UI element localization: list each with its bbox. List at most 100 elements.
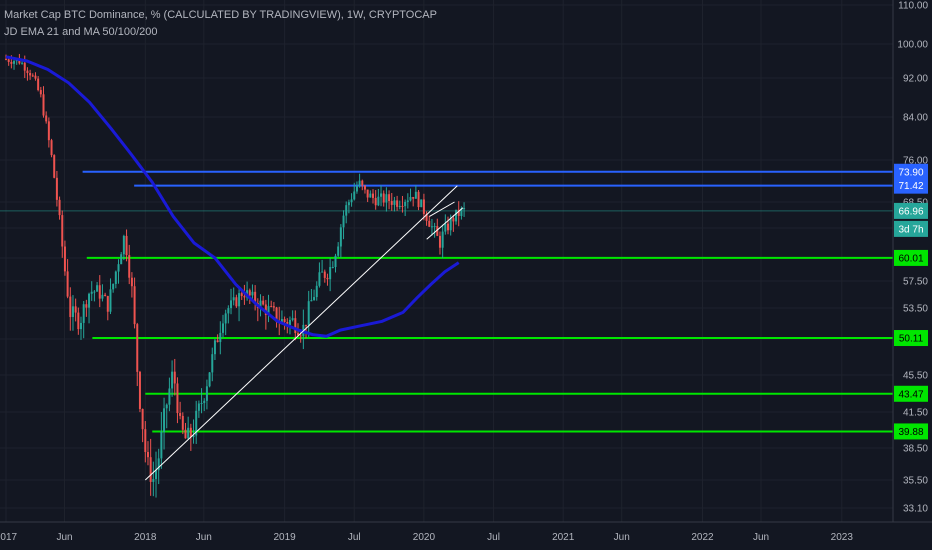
candle-body <box>275 307 278 323</box>
candle-body <box>329 267 332 280</box>
candle-body <box>251 291 254 296</box>
candle-body <box>53 155 56 178</box>
candle-body <box>149 457 152 482</box>
level-badge <box>894 385 928 402</box>
candle-body <box>13 61 16 64</box>
level-badge-text: 73.90 <box>898 167 923 178</box>
candle-body <box>374 197 377 206</box>
x-tick-label: Jun <box>753 532 769 543</box>
candle-body <box>339 227 342 247</box>
chart-title: Market Cap BTC Dominance, % (CALCULATED … <box>4 9 437 21</box>
x-tick-label: Jun <box>56 532 72 543</box>
y-tick-label: 38.50 <box>903 444 928 455</box>
x-tick-label: Jun <box>614 532 630 543</box>
candle-body <box>179 413 182 416</box>
candle-body <box>181 415 184 430</box>
candle-body <box>55 177 58 200</box>
candle-body <box>66 271 69 297</box>
level-badge-text: 71.42 <box>898 181 923 192</box>
candle-body <box>203 400 206 404</box>
wedge-line[interactable] <box>426 207 464 240</box>
x-tick-label: 2017 <box>0 532 18 543</box>
candle-body <box>455 209 458 222</box>
candle-body <box>315 285 318 298</box>
candle-body <box>120 254 123 265</box>
y-tick-label: 41.50 <box>903 408 928 419</box>
candle-body <box>366 189 369 198</box>
x-tick-label: 2023 <box>831 532 854 543</box>
candle-body <box>216 340 219 343</box>
candle-body <box>69 296 72 318</box>
candle-body <box>192 435 195 438</box>
candle-body <box>457 209 460 216</box>
y-tick-label: 84.00 <box>903 113 928 124</box>
candle-body <box>452 218 455 222</box>
candle-body <box>288 319 291 326</box>
moving-average-line[interactable] <box>5 55 460 338</box>
candle-body <box>160 431 163 459</box>
candle-body <box>96 285 99 292</box>
candle-body <box>106 296 109 312</box>
time-axis[interactable]: 2017 Jun 2018 Jun 2019 Jul 2020 Jul 2021 Jun 2022 J… <box>0 532 853 543</box>
y-tick-label: 35.50 <box>903 476 928 487</box>
candle-body <box>74 306 77 313</box>
x-tick-label: 2019 <box>273 532 296 543</box>
level-badge <box>894 249 928 266</box>
level-badge-text: 60.01 <box>898 253 923 264</box>
candle-body <box>409 197 412 201</box>
y-tick-label: 100.00 <box>897 40 928 51</box>
candle-body <box>88 293 91 308</box>
candle-body <box>171 371 174 389</box>
candle-body <box>122 235 125 255</box>
candle-body <box>353 191 356 200</box>
candle-body <box>58 199 61 216</box>
candle-body <box>130 277 133 287</box>
countdown-badge-text: 3d 7h <box>898 224 923 235</box>
candle-body <box>18 59 21 64</box>
candle-body <box>369 193 372 198</box>
candle-body <box>393 200 396 205</box>
candle-body <box>200 403 203 405</box>
candle-body <box>230 300 233 309</box>
candle-body <box>425 213 428 221</box>
candle-body <box>235 297 238 307</box>
candle-body <box>345 205 348 216</box>
candle-body <box>77 312 80 330</box>
candle-body <box>412 197 415 199</box>
y-tick-label: 110.00 <box>898 1 928 12</box>
candle-body <box>326 277 329 280</box>
trendline[interactable] <box>144 185 458 481</box>
candle-body <box>63 246 66 272</box>
candle-body <box>50 140 53 156</box>
candle-body <box>187 427 190 439</box>
candle-body <box>227 308 230 314</box>
candle-body <box>29 73 32 76</box>
candle-body <box>460 208 463 216</box>
candle-body <box>71 306 74 318</box>
candle-body <box>173 371 176 384</box>
candle-body <box>350 199 353 203</box>
candle-body <box>240 293 243 297</box>
current-price-badge <box>894 202 928 219</box>
candle-body <box>112 283 115 290</box>
candle-body <box>404 201 407 207</box>
candle-body <box>61 215 64 247</box>
candle-body <box>361 180 364 186</box>
y-tick-label: 76.00 <box>903 156 928 167</box>
candle-body <box>377 196 380 206</box>
candle-body <box>47 121 50 141</box>
y-tick-label: 33.10 <box>903 504 928 515</box>
wedge-line[interactable] <box>429 201 455 217</box>
candle-body <box>7 59 10 62</box>
candle-body <box>141 408 144 430</box>
current-price-badge-text: 66.96 <box>898 206 923 217</box>
candle-body <box>334 255 337 268</box>
candle-body <box>296 333 299 336</box>
candle-body <box>406 200 409 202</box>
candle-body <box>155 470 158 480</box>
indicator-label[interactable]: JD EMA 21 and MA 50/100/200 <box>4 26 158 38</box>
candle-body <box>463 208 466 210</box>
y-tick-label: 92.00 <box>903 74 928 85</box>
candle-body <box>90 291 93 294</box>
